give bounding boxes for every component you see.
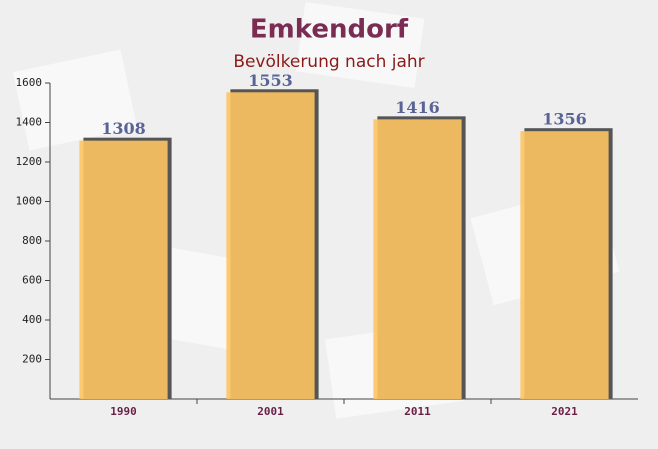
value-label: 1356 — [542, 110, 587, 129]
chart-title: Emkendorf — [250, 15, 409, 45]
value-label: 1553 — [248, 71, 293, 90]
bar — [520, 131, 609, 399]
y-tick-label: 1400 — [16, 116, 43, 129]
y-tick-label: 200 — [22, 353, 42, 366]
x-tick-label: 2001 — [257, 405, 284, 418]
y-tick-label: 800 — [22, 234, 42, 247]
y-tick-label: 1600 — [16, 76, 43, 89]
value-label: 1308 — [101, 119, 146, 138]
y-tick-label: 600 — [22, 274, 42, 287]
x-tick-label: 1990 — [110, 405, 137, 418]
x-tick-label: 2021 — [551, 405, 578, 418]
bar — [79, 140, 168, 400]
value-label: 1416 — [395, 98, 440, 117]
y-tick-label: 1200 — [16, 155, 43, 168]
bar — [226, 92, 315, 399]
y-tick-label: 1000 — [16, 195, 43, 208]
chart-subtitle: Bevölkerung nach jahr — [233, 52, 424, 72]
y-tick-label: 400 — [22, 313, 42, 326]
x-tick-label: 2011 — [404, 405, 431, 418]
bar — [373, 119, 462, 399]
